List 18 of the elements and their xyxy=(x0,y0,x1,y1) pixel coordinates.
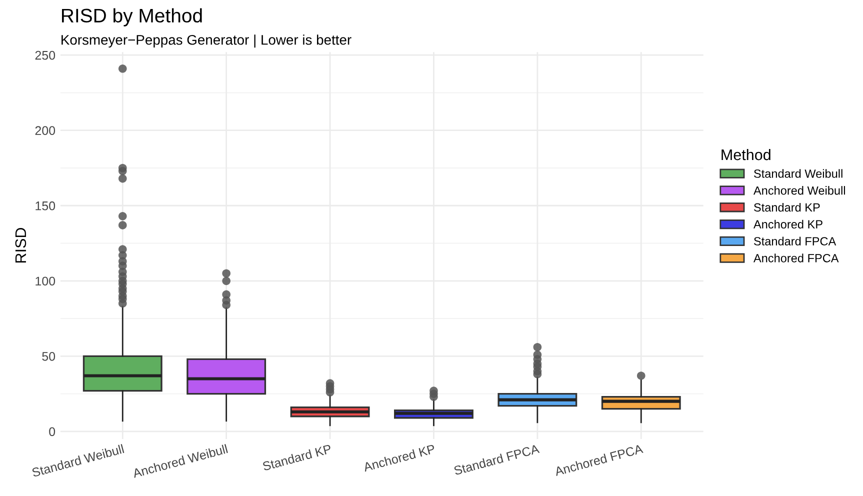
chart-title: RISD by Method xyxy=(62,8,202,26)
y-tick-label: 250 xyxy=(35,50,56,60)
legend-title: Method xyxy=(722,148,770,160)
chart-subtitle: Korsmeyer−Peppas Generator | Lower is better xyxy=(62,34,352,48)
y-tick-label: 50 xyxy=(42,352,56,361)
x-tick-label: Standard Weibull xyxy=(31,444,124,478)
legend-label: Anchored Weibull xyxy=(753,186,845,195)
y-tick-label: 200 xyxy=(35,126,56,136)
x-tick-label: Standard FPCA xyxy=(453,444,540,476)
legend-label: Standard KP xyxy=(754,202,820,212)
legend-label: Anchored KP xyxy=(753,220,822,229)
legend-label: Standard Weibull xyxy=(754,169,842,178)
y-tick-label: 0 xyxy=(49,427,56,436)
y-tick-label: 100 xyxy=(36,276,56,286)
y-tick-label: 150 xyxy=(36,201,56,210)
legend-label: Standard FPCA xyxy=(754,236,836,246)
legend-label: Anchored FPCA xyxy=(753,254,839,262)
y-axis-title: RISD xyxy=(15,228,26,263)
